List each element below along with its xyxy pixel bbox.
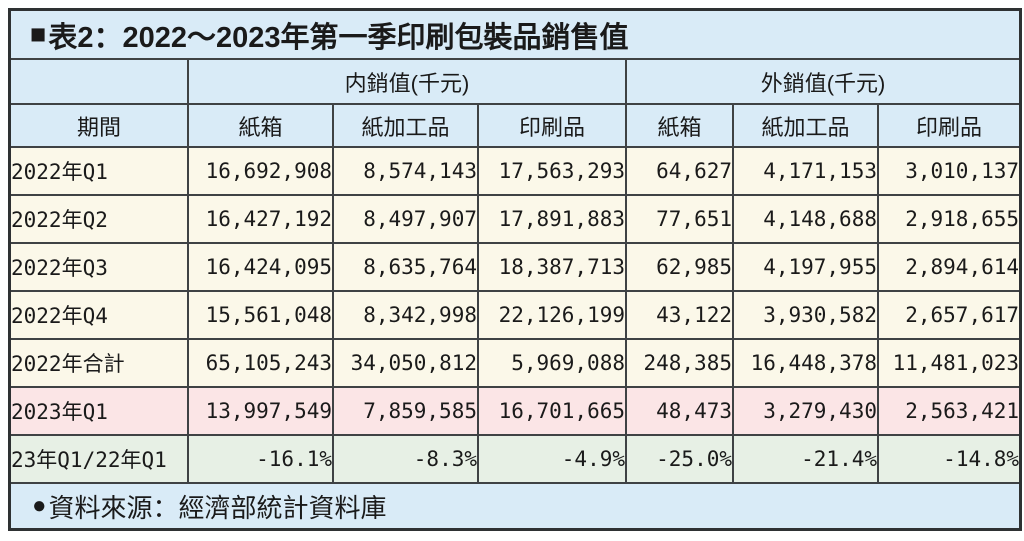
value-cell: 34,050,812 — [332, 338, 478, 387]
col-header-carton-domestic: 紙箱 — [187, 103, 333, 147]
table-row-2022q2: 2022年Q2 16,427,192 8,497,907 17,891,883 … — [11, 194, 1020, 243]
group-header-row: 内銷值(千元) 外銷值(千元) — [11, 60, 1020, 104]
col-header-paperproc-domestic: 紙加工品 — [332, 103, 478, 147]
value-cell: 43,122 — [625, 290, 733, 339]
value-cell: 2,563,421 — [876, 386, 1020, 435]
value-cell: 62,985 — [625, 242, 733, 291]
value-cell: -4.9% — [477, 434, 626, 482]
row-label: 2022年Q2 — [11, 194, 188, 243]
value-cell: 17,891,883 — [477, 194, 626, 243]
col-header-printed-domestic: 印刷品 — [477, 103, 626, 147]
table-title: 表2：2022～2023年第一季印刷包裝品銷售值 — [48, 21, 629, 54]
row-label: 2022年Q3 — [11, 242, 188, 291]
value-cell: -16.1% — [187, 434, 333, 482]
value-cell: -14.8% — [876, 434, 1020, 482]
value-cell: 248,385 — [625, 338, 733, 387]
col-header-printed-export: 印刷品 — [876, 103, 1020, 147]
value-cell: 16,701,665 — [477, 386, 626, 435]
value-cell: 16,424,095 — [187, 242, 333, 291]
table-row-2023q1: 2023年Q1 13,997,549 7,859,585 16,701,665 … — [11, 386, 1020, 435]
value-cell: 64,627 — [625, 146, 733, 195]
value-cell: 8,574,143 — [332, 146, 478, 195]
table-title-bar: ■ 表2：2022～2023年第一季印刷包裝品銷售值 — [11, 11, 1019, 60]
value-cell: 4,171,153 — [732, 146, 878, 195]
value-cell: 65,105,243 — [187, 338, 333, 387]
value-cell: 16,448,378 — [732, 338, 878, 387]
value-cell: 2,918,655 — [876, 194, 1020, 243]
row-label: 2022年合計 — [11, 338, 188, 387]
value-cell: 8,635,764 — [332, 242, 478, 291]
value-cell: 3,279,430 — [732, 386, 878, 435]
value-cell: 2,894,614 — [876, 242, 1020, 291]
value-cell: 2,657,617 — [876, 290, 1020, 339]
value-cell: 18,387,713 — [477, 242, 626, 291]
value-cell: 13,997,549 — [187, 386, 333, 435]
source-text: 資料來源：經濟部統計資料庫 — [48, 492, 387, 523]
value-cell: 4,148,688 — [732, 194, 878, 243]
sales-table: ■ 表2：2022～2023年第一季印刷包裝品銷售值 内銷值(千元) 外銷值(千… — [8, 8, 1022, 531]
table-row-yoy-change: 23年Q1/22年Q1 -16.1% -8.3% -4.9% -25.0% -2… — [11, 434, 1020, 482]
value-cell: 5,969,088 — [477, 338, 626, 387]
value-cell: 3,930,582 — [732, 290, 878, 339]
column-header-row: 期間 紙箱 紙加工品 印刷品 紙箱 紙加工品 印刷品 — [11, 103, 1020, 147]
col-header-period: 期間 — [11, 103, 188, 147]
value-cell: 16,427,192 — [187, 194, 333, 243]
row-label: 2022年Q4 — [11, 290, 188, 339]
black-circle-icon: ● — [32, 492, 47, 519]
group-header-export: 外銷值(千元) — [624, 60, 1020, 104]
col-header-paperproc-export: 紙加工品 — [732, 103, 878, 147]
value-cell: -8.3% — [332, 434, 478, 482]
value-cell: 22,126,199 — [477, 290, 626, 339]
row-label: 23年Q1/22年Q1 — [11, 434, 188, 482]
row-label: 2022年Q1 — [11, 146, 188, 195]
corner-cell — [11, 60, 188, 104]
value-cell: 48,473 — [625, 386, 733, 435]
table-row-2022-total: 2022年合計 65,105,243 34,050,812 5,969,088 … — [11, 338, 1020, 387]
value-cell: 15,561,048 — [187, 290, 333, 339]
value-cell: -21.4% — [732, 434, 878, 482]
value-cell: 8,342,998 — [332, 290, 478, 339]
value-cell: -25.0% — [625, 434, 733, 482]
value-cell: 77,651 — [625, 194, 733, 243]
data-grid: 内銷值(千元) 外銷值(千元) 期間 紙箱 紙加工品 印刷品 紙箱 紙加工品 印… — [11, 60, 1020, 482]
table-row-2022q1: 2022年Q1 16,692,908 8,574,143 17,563,293 … — [11, 146, 1020, 195]
row-label: 2023年Q1 — [11, 386, 188, 435]
value-cell: 17,563,293 — [477, 146, 626, 195]
value-cell: 16,692,908 — [187, 146, 333, 195]
source-bar: ● 資料來源：經濟部統計資料庫 — [11, 482, 1019, 528]
value-cell: 7,859,585 — [332, 386, 478, 435]
col-header-carton-export: 紙箱 — [625, 103, 733, 147]
black-square-icon: ■ — [30, 19, 47, 49]
value-cell: 4,197,955 — [732, 242, 878, 291]
group-header-domestic: 内銷值(千元) — [187, 60, 626, 104]
table-row-2022q3: 2022年Q3 16,424,095 8,635,764 18,387,713 … — [11, 242, 1020, 291]
table-row-2022q4: 2022年Q4 15,561,048 8,342,998 22,126,199 … — [11, 290, 1020, 339]
value-cell: 11,481,023 — [876, 338, 1020, 387]
value-cell: 8,497,907 — [332, 194, 478, 243]
value-cell: 3,010,137 — [876, 146, 1020, 195]
